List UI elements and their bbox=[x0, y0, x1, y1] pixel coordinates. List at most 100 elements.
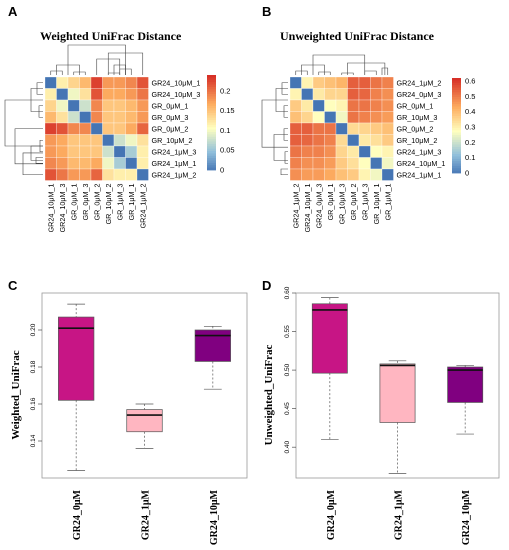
heatmap-cell-7-4 bbox=[335, 157, 348, 170]
heatmap-cell-8-4 bbox=[335, 168, 348, 181]
heatmap-cell-3-4 bbox=[90, 111, 103, 124]
heatmap-col-label: GR_0μM_2 bbox=[349, 184, 358, 221]
y-tick-label: 0.16 bbox=[30, 397, 37, 410]
heatmap-cell-4-2 bbox=[67, 122, 80, 135]
colorbar-segment bbox=[452, 132, 461, 136]
heatmap-cell-6-1 bbox=[301, 145, 314, 158]
x-category-label: GR24_0μM bbox=[72, 489, 83, 540]
colorbar-segment bbox=[452, 78, 461, 81]
heatmap-cell-3-8 bbox=[136, 111, 149, 124]
heatmap-row-label: GR24_1μM_1 bbox=[397, 170, 442, 179]
heatmap-cell-3-4 bbox=[335, 111, 348, 124]
heatmap-cell-1-4 bbox=[90, 88, 103, 101]
heatmap-cell-8-5 bbox=[102, 168, 115, 181]
heatmap-cell-0-4 bbox=[335, 76, 348, 89]
colorbar-segment bbox=[207, 136, 216, 140]
heatmap-cell-1-2 bbox=[312, 88, 325, 101]
colorbar-segment bbox=[452, 113, 461, 117]
box bbox=[126, 409, 163, 433]
colorbar-segment bbox=[207, 77, 216, 81]
box bbox=[58, 316, 95, 401]
boxplot-c-ylabel: Weighted_UniFrac bbox=[10, 350, 22, 439]
heatmap-cell-1-7 bbox=[125, 88, 138, 101]
heatmap-cell-5-5 bbox=[102, 134, 115, 147]
colorbar-segment bbox=[207, 146, 216, 150]
heatmap-row-label: GR24_10μM_1 bbox=[152, 78, 201, 87]
y-tick-label: 0.20 bbox=[30, 323, 37, 336]
heatmap-cell-5-2 bbox=[312, 134, 325, 147]
plot-frame bbox=[41, 292, 248, 479]
heatmap-cell-8-3 bbox=[79, 168, 92, 181]
colorbar-tick-label: 0.5 bbox=[465, 92, 475, 101]
heatmap-cell-5-1 bbox=[301, 134, 314, 147]
heatmap-cell-3-6 bbox=[358, 111, 371, 124]
colorbar-segment bbox=[207, 82, 216, 85]
heatmap-cell-3-7 bbox=[370, 111, 383, 124]
heatmap-row-label: GR_0μM_2 bbox=[152, 124, 189, 133]
heatmap-cell-7-0 bbox=[289, 157, 302, 170]
heatmap-cell-3-5 bbox=[347, 111, 360, 124]
colorbar-segment bbox=[207, 86, 216, 90]
colorbar-tick-label: 0.1 bbox=[220, 126, 230, 135]
heatmap-cell-6-0 bbox=[289, 145, 302, 158]
colorbar-segment bbox=[452, 135, 461, 138]
colorbar-segment bbox=[207, 120, 216, 123]
colorbar-segment bbox=[207, 134, 216, 138]
heatmap-col-label: GR24_1μM_2 bbox=[291, 184, 300, 229]
heatmap-row-label: GR_0μM_2 bbox=[397, 124, 434, 133]
heatmap-cell-1-4 bbox=[335, 88, 348, 101]
colorbar-segment bbox=[452, 120, 461, 124]
boxplot-d: 0.40 0.45 0.50 0.55 0.60 GR24_0μM GR24_1μM GR24… bbox=[284, 286, 500, 545]
heatmap-cell-7-8 bbox=[136, 157, 149, 170]
heatmap-cell-8-5 bbox=[347, 168, 360, 181]
heatmap-cell-7-5 bbox=[102, 157, 115, 170]
colorbar-segment bbox=[452, 139, 461, 143]
heatmap-col-label: GR_1μM_1 bbox=[383, 184, 392, 221]
heatmap-col-label: GR24_10μM_1 bbox=[46, 184, 55, 233]
heatmap-cell-1-1 bbox=[56, 88, 69, 101]
colorbar-segment bbox=[452, 165, 461, 169]
heatmap-cell-2-4 bbox=[90, 99, 103, 112]
colorbar-tick-label: 0.05 bbox=[220, 146, 235, 155]
colorbar-segment bbox=[452, 85, 461, 88]
heatmap-cell-3-8 bbox=[381, 111, 394, 124]
heatmap-cell-4-3 bbox=[324, 122, 337, 135]
plot-frame bbox=[295, 292, 500, 479]
heatmap-cell-4-0 bbox=[289, 122, 302, 135]
heatmap-row-label: GR24_1μM_2 bbox=[152, 170, 197, 179]
heatmap-cell-6-4 bbox=[90, 145, 103, 158]
heatmap-col-label: GR_10μM_1 bbox=[372, 184, 381, 225]
heatmap-cell-4-0 bbox=[44, 122, 57, 135]
heatmap-cell-7-8 bbox=[381, 157, 394, 170]
heatmap-cell-2-7 bbox=[125, 99, 138, 112]
heatmap-cell-6-8 bbox=[136, 145, 149, 158]
heatmap-row-label: GR_10μM_2 bbox=[152, 136, 193, 145]
colorbar-segment bbox=[452, 92, 461, 96]
colorbar-segment bbox=[452, 97, 461, 100]
heatmap-col-label: GR_0μM_1 bbox=[326, 184, 335, 221]
heatmap-cell-5-2 bbox=[67, 134, 80, 147]
colorbar-segment bbox=[207, 148, 216, 152]
colorbar-segment bbox=[452, 125, 461, 129]
row-dendrogram-link-8 bbox=[4, 99, 43, 147]
heatmap-cell-1-8 bbox=[136, 88, 149, 101]
heatmap-cell-2-0 bbox=[44, 99, 57, 112]
y-tick-label: 0.50 bbox=[284, 363, 291, 376]
heatmap-cell-8-4 bbox=[90, 168, 103, 181]
heatmap-cell-2-5 bbox=[102, 99, 115, 112]
heatmap-cell-2-2 bbox=[312, 99, 325, 112]
heatmap-cell-6-2 bbox=[67, 145, 80, 158]
col-dendrogram-link-8 bbox=[67, 44, 126, 75]
heatmap-cell-6-0 bbox=[44, 145, 57, 158]
heatmap-col-label: GR24_10μM_3 bbox=[58, 184, 67, 233]
heatmap-cell-3-0 bbox=[289, 111, 302, 124]
heatmap-cell-4-3 bbox=[79, 122, 92, 135]
heatmap-col-label: GR_1μM_1 bbox=[127, 184, 136, 221]
heatmap-cell-3-7 bbox=[125, 111, 138, 124]
colorbar-segment bbox=[452, 158, 461, 162]
heatmap-cell-8-6 bbox=[358, 168, 371, 181]
y-tick-label: 0.60 bbox=[284, 286, 291, 299]
heatmap-cell-2-4 bbox=[335, 99, 348, 112]
heatmap-cell-5-5 bbox=[347, 134, 360, 147]
